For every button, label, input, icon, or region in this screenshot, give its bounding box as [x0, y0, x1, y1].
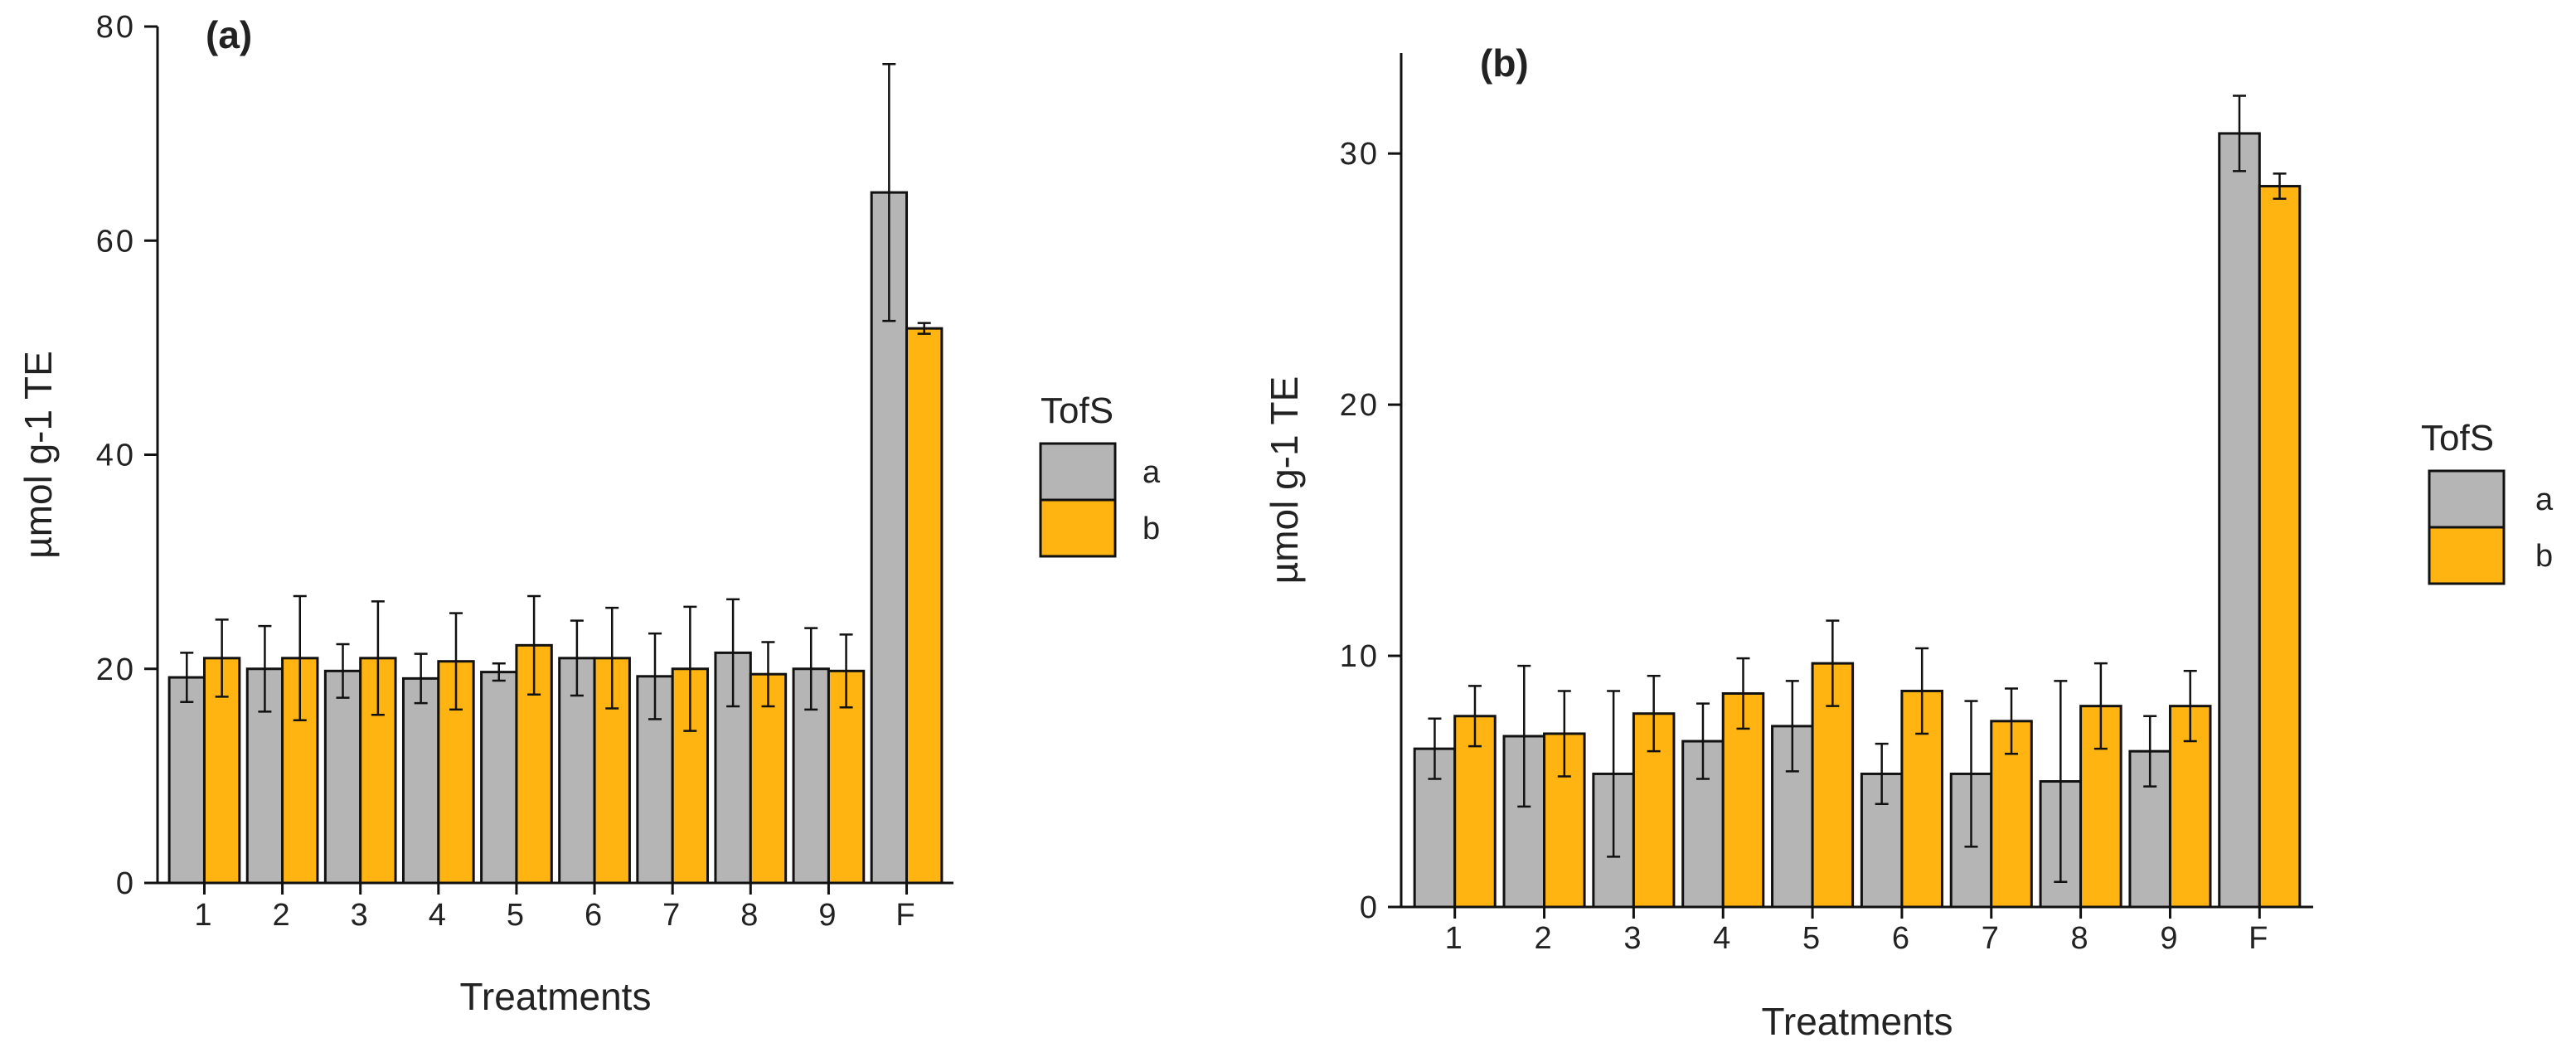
panel-a-label: (a) — [206, 13, 252, 56]
panel-b-y-tick-label: 20 — [1340, 388, 1380, 423]
panel-b-x-tick-label: 6 — [1892, 921, 1912, 956]
panel-a-x-tick-label: 9 — [818, 898, 838, 933]
panel-a-x-tick-label: 2 — [273, 898, 293, 933]
panel-a-x-tick-label: 3 — [351, 898, 371, 933]
panel-b-x-tick-label: 2 — [1534, 921, 1554, 956]
panel-a-y-tick-label: 40 — [96, 439, 136, 473]
panel-b-legend-label-b: b — [2535, 539, 2553, 574]
panel-a-y-tick-label: 0 — [116, 866, 136, 901]
panel-a-bar-a-1 — [167, 676, 206, 885]
panel-b-x-tick-label: 7 — [1982, 921, 2001, 956]
panel-a-legend-title: TofS — [1041, 390, 1113, 431]
panel-a-x-tick-label: 5 — [507, 898, 526, 933]
panel-b-legend-title: TofS — [2421, 418, 2494, 458]
panel-a-legend-swatch-b — [1039, 498, 1117, 558]
panel-a-y-tick-label: 60 — [96, 224, 136, 259]
panel-b-legend-swatch-b — [2428, 526, 2506, 585]
panel-b-bar-b-8 — [2079, 705, 2122, 909]
panel-b-x-tick-label: 1 — [1445, 921, 1465, 956]
panel-a-y-tick-label: 20 — [96, 652, 136, 687]
panel-b-bar-b-F — [2258, 185, 2302, 909]
panel-b-x-tick-label: 3 — [1623, 921, 1643, 956]
panel-a-y-axis-title: µmol g-1 TE — [17, 351, 60, 559]
panel-b-bar-a-F — [2218, 132, 2261, 909]
panel-a-x-tick-label: 1 — [194, 898, 214, 933]
panel-a-bar-a-3 — [323, 669, 362, 885]
panel-b-y-tick-label: 30 — [1340, 137, 1380, 172]
panel-b-legend-label-a: a — [2535, 483, 2554, 517]
panel-b-x-tick-label: 8 — [2071, 921, 2091, 956]
panel-b-bar-b-1 — [1453, 715, 1497, 909]
panel-a-x-tick-label: 6 — [585, 898, 604, 933]
panel-a-legend-label-b: b — [1142, 512, 1160, 546]
panel-a-legend-label-a: a — [1142, 455, 1161, 490]
panel-b-x-tick-label: 4 — [1713, 921, 1733, 956]
panel-a-x-tick-label: F — [895, 898, 917, 933]
panel-b-x-tick-label: 9 — [2160, 921, 2180, 956]
panel-a-x-tick-label: 8 — [740, 898, 760, 933]
panel-b-y-axis-title: µmol g-1 TE — [1263, 376, 1306, 584]
panel-b-x-tick-label: 5 — [1802, 921, 1822, 956]
panel-b-label: (b) — [1480, 41, 1529, 85]
panel-b-x-tick-label: F — [2249, 921, 2270, 956]
panel-a-legend-swatch-a — [1039, 442, 1117, 502]
panel-a-bar-b-8 — [749, 672, 788, 885]
panel-a-bar-b-F — [905, 327, 944, 885]
panel-b-x-axis-title: Treatments — [1762, 1000, 1953, 1043]
panel-a-y-tick-label: 80 — [96, 10, 136, 45]
panel-b-legend-swatch-a — [2428, 469, 2506, 529]
panel-b-y-tick-label: 0 — [1360, 890, 1380, 925]
panel-a-bar-a-5 — [480, 671, 518, 885]
panel-a-x-tick-label: 4 — [429, 898, 449, 933]
panel-a-x-tick-label: 7 — [662, 898, 682, 933]
panel-a-x-axis-title: Treatments — [460, 975, 652, 1018]
panel-b-y-tick-label: 10 — [1340, 639, 1380, 674]
panel-a-bar-a-4 — [401, 676, 440, 885]
